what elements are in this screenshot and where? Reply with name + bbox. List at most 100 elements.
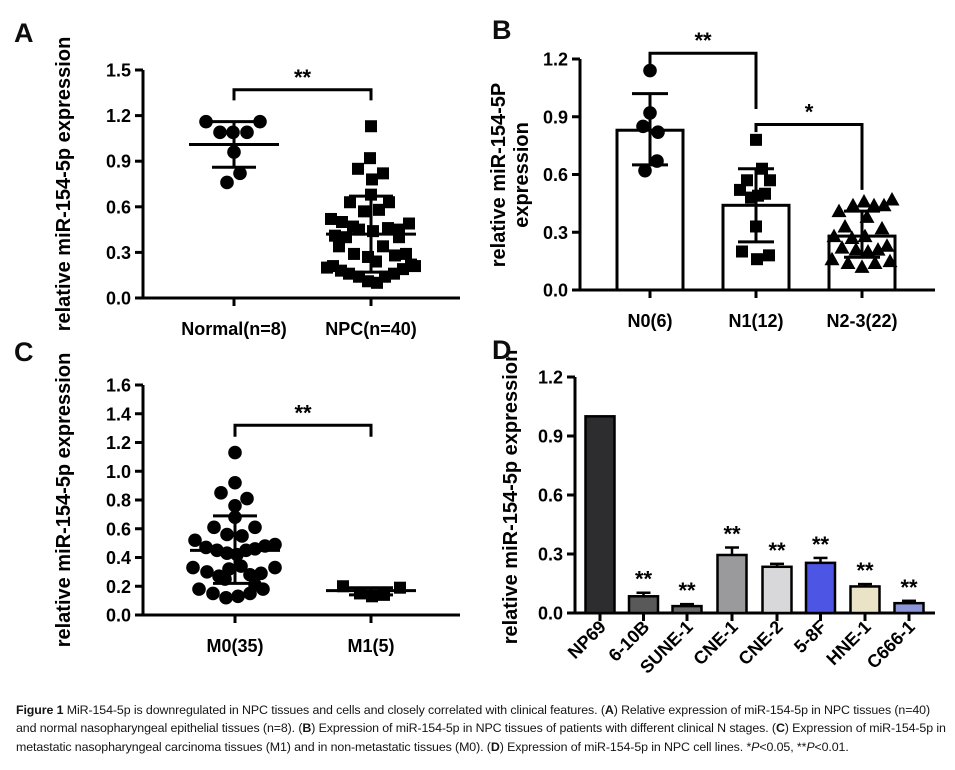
data-point (213, 125, 227, 140)
data-point (874, 220, 890, 235)
data-point (329, 229, 341, 242)
data-point (354, 587, 366, 600)
data-point (358, 205, 370, 218)
data-point (741, 174, 753, 187)
data-point (258, 539, 272, 553)
y-tick-label: 0.9 (538, 427, 563, 447)
data-point (243, 567, 257, 582)
y-tick-label: 0.6 (543, 165, 568, 185)
data-point (638, 163, 652, 178)
data-point (764, 174, 776, 187)
significance-stars: ** (694, 28, 712, 53)
data-point (365, 120, 377, 133)
data-point (759, 187, 771, 200)
x-category-label: NPC(n=40) (325, 319, 417, 339)
data-point (348, 247, 360, 260)
x-category-label: Normal(n=8) (181, 319, 287, 339)
significance-bracket (233, 423, 373, 437)
data-point (248, 578, 262, 592)
data-point (393, 231, 405, 244)
panel-label-b: B (492, 15, 512, 45)
data-point (188, 533, 202, 548)
x-category-label: N0(6) (627, 311, 672, 331)
data-point (870, 242, 886, 256)
y-tick-label: 0.9 (543, 107, 568, 127)
y-tick-label: 0.3 (106, 243, 131, 263)
data-point (333, 240, 345, 253)
y-tick-label: 0.9 (106, 152, 131, 172)
panel-label-a: A (14, 18, 34, 48)
data-point (253, 114, 267, 129)
caption-segment: ) Expression of miR-154-5p in NPC cell l… (499, 739, 752, 754)
data-point (200, 565, 214, 579)
significance-stars: ** (294, 65, 312, 90)
data-point (231, 589, 245, 604)
y-tick-label: 1.2 (106, 106, 131, 126)
data-point (366, 173, 378, 186)
y-tick-label: 1.2 (543, 50, 568, 70)
data-point (756, 162, 768, 175)
panel-C: relative miR-154-5p expression 0.0 0.2 0.4 0… (53, 353, 460, 656)
data-point (867, 255, 883, 270)
data-point (352, 162, 364, 175)
bar (893, 601, 925, 615)
figure-caption: Figure 1 MiR-154-5p is downregulated in … (16, 701, 946, 756)
data-point (220, 546, 234, 560)
data-point (643, 106, 657, 120)
data-point (373, 203, 385, 216)
data-point (227, 145, 241, 159)
bar (671, 604, 703, 615)
y-tick-label: 1.2 (538, 368, 563, 388)
significance-stars: ** (812, 532, 830, 557)
caption-segment: MiR-154-5p is downregulated in NPC tissu… (66, 703, 605, 717)
data-point (844, 230, 860, 245)
x-category-label: CNE-1 (689, 617, 741, 669)
data-point (651, 125, 665, 139)
data-point (233, 166, 247, 181)
data-point (840, 255, 856, 270)
bar (627, 595, 660, 615)
data-point (750, 133, 762, 146)
data-point (831, 203, 847, 218)
data-point (837, 218, 853, 233)
data-point (214, 486, 228, 500)
y-tick-label: 0.3 (543, 223, 568, 243)
data-point (268, 537, 282, 552)
caption-segment: C (775, 721, 785, 736)
data-point (734, 183, 746, 196)
data-point (218, 572, 232, 586)
panel-D: relative miR-154-5p expression 0.0 0.3 0.6 0… (500, 350, 935, 678)
data-point (337, 580, 349, 593)
data-point (400, 247, 412, 260)
caption-segment: ) Relative expression of miR-154-5p in N… (16, 703, 930, 736)
data-point (325, 212, 337, 225)
bar (849, 585, 881, 615)
data-point (751, 253, 763, 266)
caption-segment: ) Expression of miR-154-5p in metastatic… (16, 721, 946, 754)
y-axis-label: relative miR-154-5p expression (500, 350, 522, 645)
data-point (763, 249, 775, 262)
data-point (389, 249, 401, 262)
data-point (228, 475, 242, 490)
data-point (248, 520, 262, 535)
x-category-label: 5-8F (790, 617, 830, 657)
data-point (366, 590, 378, 603)
significance-stars: ** (635, 567, 653, 592)
data-point (884, 192, 900, 206)
y-axis-label: relative miR-154-5p expression (53, 353, 75, 648)
data-point (636, 119, 650, 134)
data-point (834, 240, 850, 254)
bar (716, 553, 748, 615)
data-point (383, 196, 395, 209)
y-tick-label: 0.2 (106, 577, 131, 597)
data-point (876, 197, 892, 212)
data-point (377, 167, 389, 180)
x-category-label: M0(35) (206, 636, 263, 656)
bar (584, 415, 616, 615)
data-point (736, 245, 748, 258)
data-point (859, 209, 875, 223)
panel-B: relative miR-154-5P expression 0.0 0.3 0.6 0.… (488, 28, 935, 331)
y-tick-label: 1.6 (106, 376, 131, 396)
data-point (240, 491, 254, 506)
data-point (207, 520, 221, 535)
